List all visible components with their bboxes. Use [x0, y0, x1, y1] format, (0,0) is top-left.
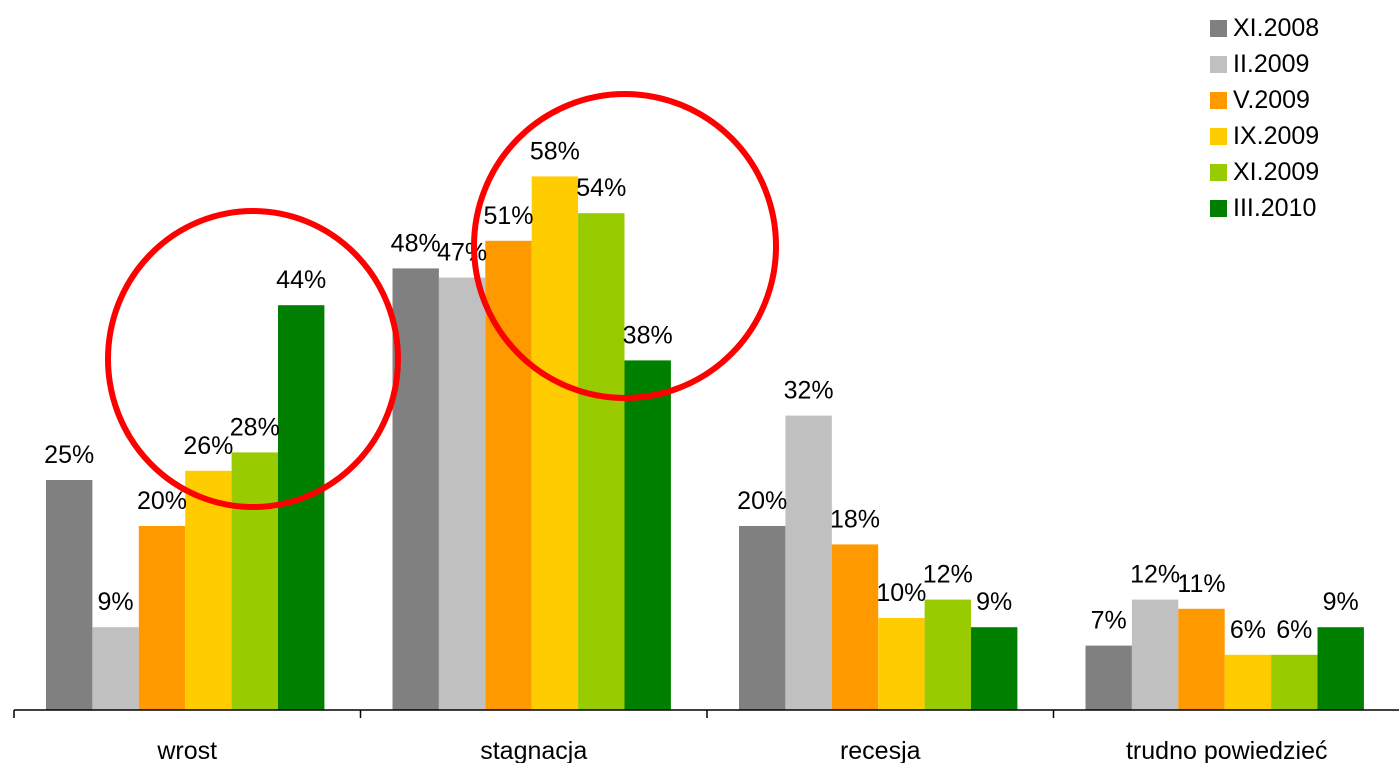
- data-label: 7%: [1091, 607, 1127, 635]
- bar-recesja-v-2009: [832, 544, 878, 710]
- chart-legend: XI.2008 II.2009 V.2009 IX.2009 XI.2009 III.20…: [1210, 10, 1319, 226]
- data-label: 32%: [784, 377, 834, 405]
- data-label: 58%: [530, 137, 580, 165]
- legend-label: II.2009: [1233, 50, 1309, 79]
- bar-wrost-iii-2010: [278, 305, 324, 710]
- data-label: 9%: [98, 588, 134, 616]
- data-label: 44%: [276, 266, 326, 294]
- bar-recesja-iii-2010: [971, 627, 1017, 710]
- bar-trudno-powiedzie-xi-2008: [1086, 646, 1132, 710]
- bar-trudno-powiedzie-v-2009: [1178, 609, 1224, 710]
- bar-recesja-ii-2009: [785, 416, 831, 710]
- data-label: 51%: [483, 202, 533, 230]
- legend-label: XI.2009: [1233, 158, 1319, 187]
- data-label: 12%: [1130, 561, 1180, 589]
- x-tick-label: recesja: [840, 737, 921, 763]
- data-label: 48%: [391, 229, 441, 257]
- bar-wrost-xi-2009: [232, 452, 278, 710]
- data-label: 47%: [437, 239, 487, 267]
- data-label: 6%: [1276, 616, 1312, 644]
- legend-label: XI.2008: [1233, 14, 1319, 43]
- bar-wrost-ii-2009: [92, 627, 138, 710]
- data-label: 9%: [1323, 588, 1359, 616]
- x-tick-label: wrost: [156, 737, 217, 763]
- legend-label: IX.2009: [1233, 122, 1319, 151]
- bar-recesja-xi-2009: [925, 600, 971, 710]
- data-label: 6%: [1230, 616, 1266, 644]
- bar-wrost-v-2009: [139, 526, 185, 710]
- x-tick-label: stagnacja: [480, 737, 587, 763]
- data-label: 10%: [876, 579, 926, 607]
- data-label: 38%: [623, 321, 673, 349]
- x-tick-label: trudno powiedzieć: [1126, 737, 1328, 763]
- data-label: 20%: [137, 487, 187, 515]
- data-label: 26%: [183, 432, 233, 460]
- legend-swatch: [1210, 200, 1227, 217]
- bar-stagnacja-v-2009: [485, 241, 531, 710]
- legend-item-iii-2010: III.2010: [1210, 190, 1319, 226]
- legend-swatch: [1210, 92, 1227, 109]
- legend-item-ii-2009: II.2009: [1210, 46, 1319, 82]
- legend-item-v-2009: V.2009: [1210, 82, 1319, 118]
- legend-item-ix-2009: IX.2009: [1210, 118, 1319, 154]
- bar-recesja-xi-2008: [739, 526, 785, 710]
- legend-item-xi-2008: XI.2008: [1210, 10, 1319, 46]
- data-label: 54%: [576, 174, 626, 202]
- bar-recesja-ix-2009: [878, 618, 924, 710]
- bar-stagnacja-ii-2009: [439, 278, 485, 710]
- bar-stagnacja-ix-2009: [532, 176, 578, 710]
- data-label: 18%: [830, 505, 880, 533]
- data-label: 20%: [737, 487, 787, 515]
- bar-trudno-powiedzie-xi-2009: [1271, 655, 1317, 710]
- legend-label: V.2009: [1233, 86, 1310, 115]
- legend-swatch: [1210, 128, 1227, 145]
- data-label: 25%: [44, 441, 94, 469]
- bar-stagnacja-iii-2010: [625, 360, 671, 710]
- legend-item-xi-2009: XI.2009: [1210, 154, 1319, 190]
- data-label: 9%: [976, 588, 1012, 616]
- bar-trudno-powiedzie-ix-2009: [1225, 655, 1271, 710]
- data-label: 28%: [230, 413, 280, 441]
- bar-trudno-powiedzie-ii-2009: [1132, 600, 1178, 710]
- legend-swatch: [1210, 164, 1227, 181]
- bar-stagnacja-xi-2008: [393, 268, 439, 710]
- legend-label: III.2010: [1233, 194, 1316, 223]
- bar-stagnacja-xi-2009: [578, 213, 624, 710]
- bar-wrost-xi-2008: [46, 480, 92, 710]
- bar-trudno-powiedzie-iii-2010: [1318, 627, 1364, 710]
- data-label: 11%: [1177, 570, 1225, 598]
- legend-swatch: [1210, 56, 1227, 73]
- data-label: 12%: [923, 561, 973, 589]
- legend-swatch: [1210, 20, 1227, 37]
